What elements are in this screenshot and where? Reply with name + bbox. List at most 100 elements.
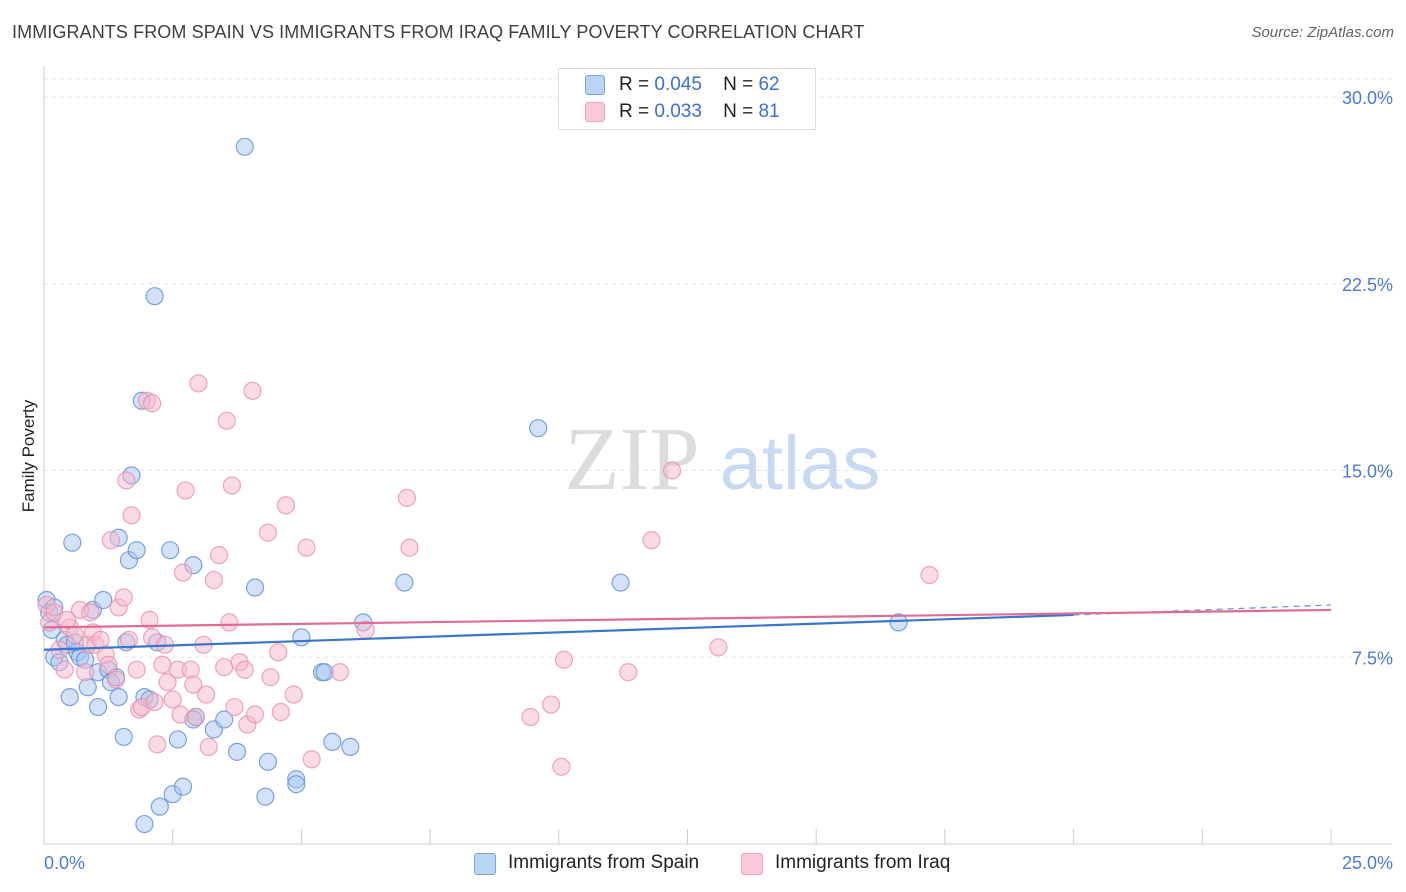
point-spain [287, 775, 306, 794]
point-iraq [99, 655, 118, 674]
point-iraq [101, 531, 121, 550]
point-spain [889, 613, 908, 632]
legend-swatch-iraq [585, 102, 605, 122]
source-label: Source: ZipAtlas.com [1251, 24, 1394, 41]
point-iraq [158, 673, 177, 692]
point-iraq [220, 613, 239, 632]
point-iraq [261, 668, 280, 687]
point-spain [323, 732, 342, 752]
point-spain [150, 797, 169, 816]
point-iraq [397, 488, 417, 507]
bottom-legend-swatch-iraq [741, 853, 763, 875]
point-iraq [271, 702, 290, 722]
legend-n-value-iraq: 81 [758, 101, 780, 122]
point-iraq [920, 565, 939, 585]
point-spain [94, 590, 113, 610]
point-spain [395, 573, 414, 592]
point-iraq [145, 692, 164, 712]
point-iraq [58, 610, 77, 630]
y-tick-label: 7.5% [1352, 648, 1393, 668]
point-iraq [619, 663, 638, 682]
legend-r-value-spain: 0.045 [654, 74, 702, 95]
point-spain [78, 678, 97, 697]
legend: R = 0.045 N = 62 R = 0.033 N = 81 [558, 68, 816, 130]
point-iraq [541, 695, 561, 714]
point-iraq [222, 476, 242, 495]
point-spain [227, 742, 247, 761]
point-iraq [302, 750, 321, 769]
point-iraq [117, 471, 136, 490]
point-iraq [181, 660, 200, 679]
legend-n-label: N = [723, 74, 754, 95]
trend-line-iraq [43, 608, 1332, 629]
bottom-legend-label-iraq: Immigrants from Iraq [775, 852, 951, 873]
legend-r-label: R = [619, 101, 650, 122]
point-iraq [148, 735, 167, 754]
chart-title: IMMIGRANTS FROM SPAIN VS IMMIGRANTS FROM… [12, 22, 865, 42]
point-spain [127, 541, 146, 560]
point-iraq [114, 588, 133, 607]
point-iraq [209, 546, 229, 565]
legend-swatch-spain [585, 75, 605, 95]
x-tick-label-min: 0.0% [44, 853, 85, 873]
point-spain [292, 628, 311, 647]
point-iraq [269, 643, 288, 662]
point-iraq [189, 374, 208, 393]
point-iraq [81, 603, 100, 622]
point-spain [60, 687, 79, 707]
point-iraq [199, 737, 218, 756]
point-spain [235, 137, 254, 156]
trend-line-spain-extension [1073, 604, 1332, 616]
legend-n-label: N = [723, 101, 754, 122]
point-iraq [225, 697, 244, 717]
point-iraq [197, 685, 216, 704]
y-tick-label: 30.0% [1342, 88, 1393, 108]
point-spain [114, 727, 133, 747]
point-spain [258, 752, 278, 771]
point-spain [173, 777, 193, 796]
point-iraq [258, 523, 278, 542]
point-iraq [245, 705, 265, 724]
point-iraq [297, 538, 316, 557]
point-iraq [552, 757, 571, 776]
y-tick-label: 22.5% [1342, 275, 1393, 295]
point-iraq [521, 707, 540, 727]
watermark-zip: ZIP [565, 410, 700, 509]
point-iraq [642, 531, 661, 550]
point-iraq [330, 663, 350, 682]
point-iraq [276, 496, 296, 515]
point-spain [611, 573, 630, 592]
point-iraq [176, 481, 195, 500]
y-axis-title: Family Poverty [19, 399, 38, 512]
axes [43, 66, 1392, 845]
y-tick-label: 15.0% [1342, 462, 1393, 482]
point-iraq [173, 563, 193, 582]
point-iraq [143, 394, 162, 413]
point-spain [109, 687, 128, 707]
point-iraq [235, 660, 254, 679]
point-spain [315, 663, 334, 682]
trend-lines [43, 604, 1332, 651]
point-iraq [55, 660, 74, 679]
point-spain [215, 710, 234, 729]
point-iraq [140, 610, 159, 630]
bottom-legend-label-spain: Immigrants from Spain [508, 852, 700, 873]
point-iraq [119, 630, 139, 649]
point-iraq [127, 660, 146, 679]
point-iraq [153, 655, 172, 674]
point-spain [63, 533, 82, 552]
watermark-atlas: atlas [720, 421, 881, 506]
point-iraq [217, 411, 236, 430]
point-iraq [122, 506, 141, 525]
point-spain [161, 541, 180, 560]
point-spain [245, 578, 265, 597]
point-iraq [106, 670, 126, 689]
tick-labels: 7.5% 15.0% 22.5% 30.0% 0.0% 25.0% [44, 88, 1393, 873]
point-iraq [243, 381, 262, 400]
point-iraq [215, 658, 234, 677]
point-iraq [163, 690, 182, 709]
point-spain [529, 419, 548, 438]
point-iraq [554, 650, 574, 669]
point-iraq [171, 705, 190, 724]
